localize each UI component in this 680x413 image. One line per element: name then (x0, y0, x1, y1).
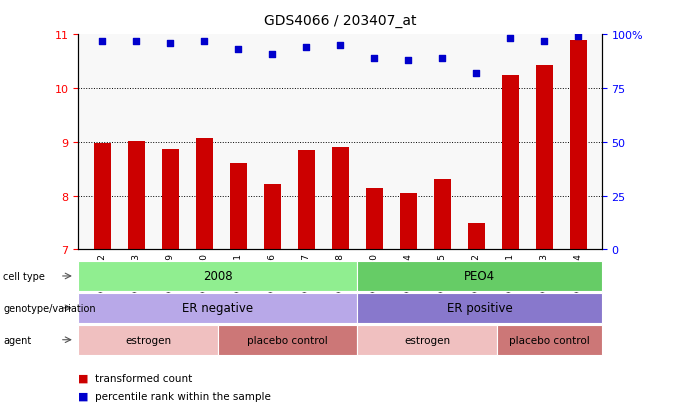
Text: ER negative: ER negative (182, 301, 254, 315)
Point (505, 36, 515, 43)
Point (335, 43, 345, 49)
Text: agent: agent (3, 335, 32, 345)
Bar (230, 164, 246, 250)
Point (165, 40, 175, 47)
Text: estrogen: estrogen (404, 335, 450, 345)
Point (131, 38, 141, 45)
Point (437, 55, 447, 62)
Bar (162, 150, 178, 250)
Bar (128, 141, 144, 250)
Bar (94, 144, 110, 250)
Bar (366, 189, 382, 250)
Bar (502, 75, 518, 250)
Point (199, 38, 209, 45)
Text: 2008: 2008 (203, 270, 233, 283)
Point (233, 47, 243, 53)
Text: percentile rank within the sample: percentile rank within the sample (95, 391, 271, 401)
Text: estrogen: estrogen (125, 335, 171, 345)
Bar (536, 66, 552, 250)
Bar (400, 193, 416, 250)
Bar (298, 151, 314, 250)
Point (301, 45, 311, 51)
Text: GDS4066 / 203407_at: GDS4066 / 203407_at (264, 14, 416, 28)
Point (471, 71, 481, 77)
Text: ■: ■ (78, 391, 88, 401)
Text: cell type: cell type (3, 271, 46, 281)
Bar (434, 180, 450, 250)
Bar (196, 138, 212, 250)
Bar (264, 184, 280, 250)
Bar (468, 223, 484, 250)
Text: placebo control: placebo control (509, 335, 590, 345)
Bar (332, 147, 348, 250)
Text: transformed count: transformed count (95, 373, 192, 383)
Point (369, 55, 379, 62)
Text: genotype/variation: genotype/variation (3, 303, 96, 313)
Bar (570, 40, 586, 250)
Point (403, 57, 413, 64)
Text: placebo control: placebo control (248, 335, 328, 345)
Text: ■: ■ (78, 373, 88, 383)
Point (539, 38, 549, 45)
Text: PEO4: PEO4 (464, 270, 495, 283)
Point (97, 38, 107, 45)
Text: ER positive: ER positive (447, 301, 513, 315)
Point (573, 34, 583, 40)
Point (267, 51, 277, 58)
